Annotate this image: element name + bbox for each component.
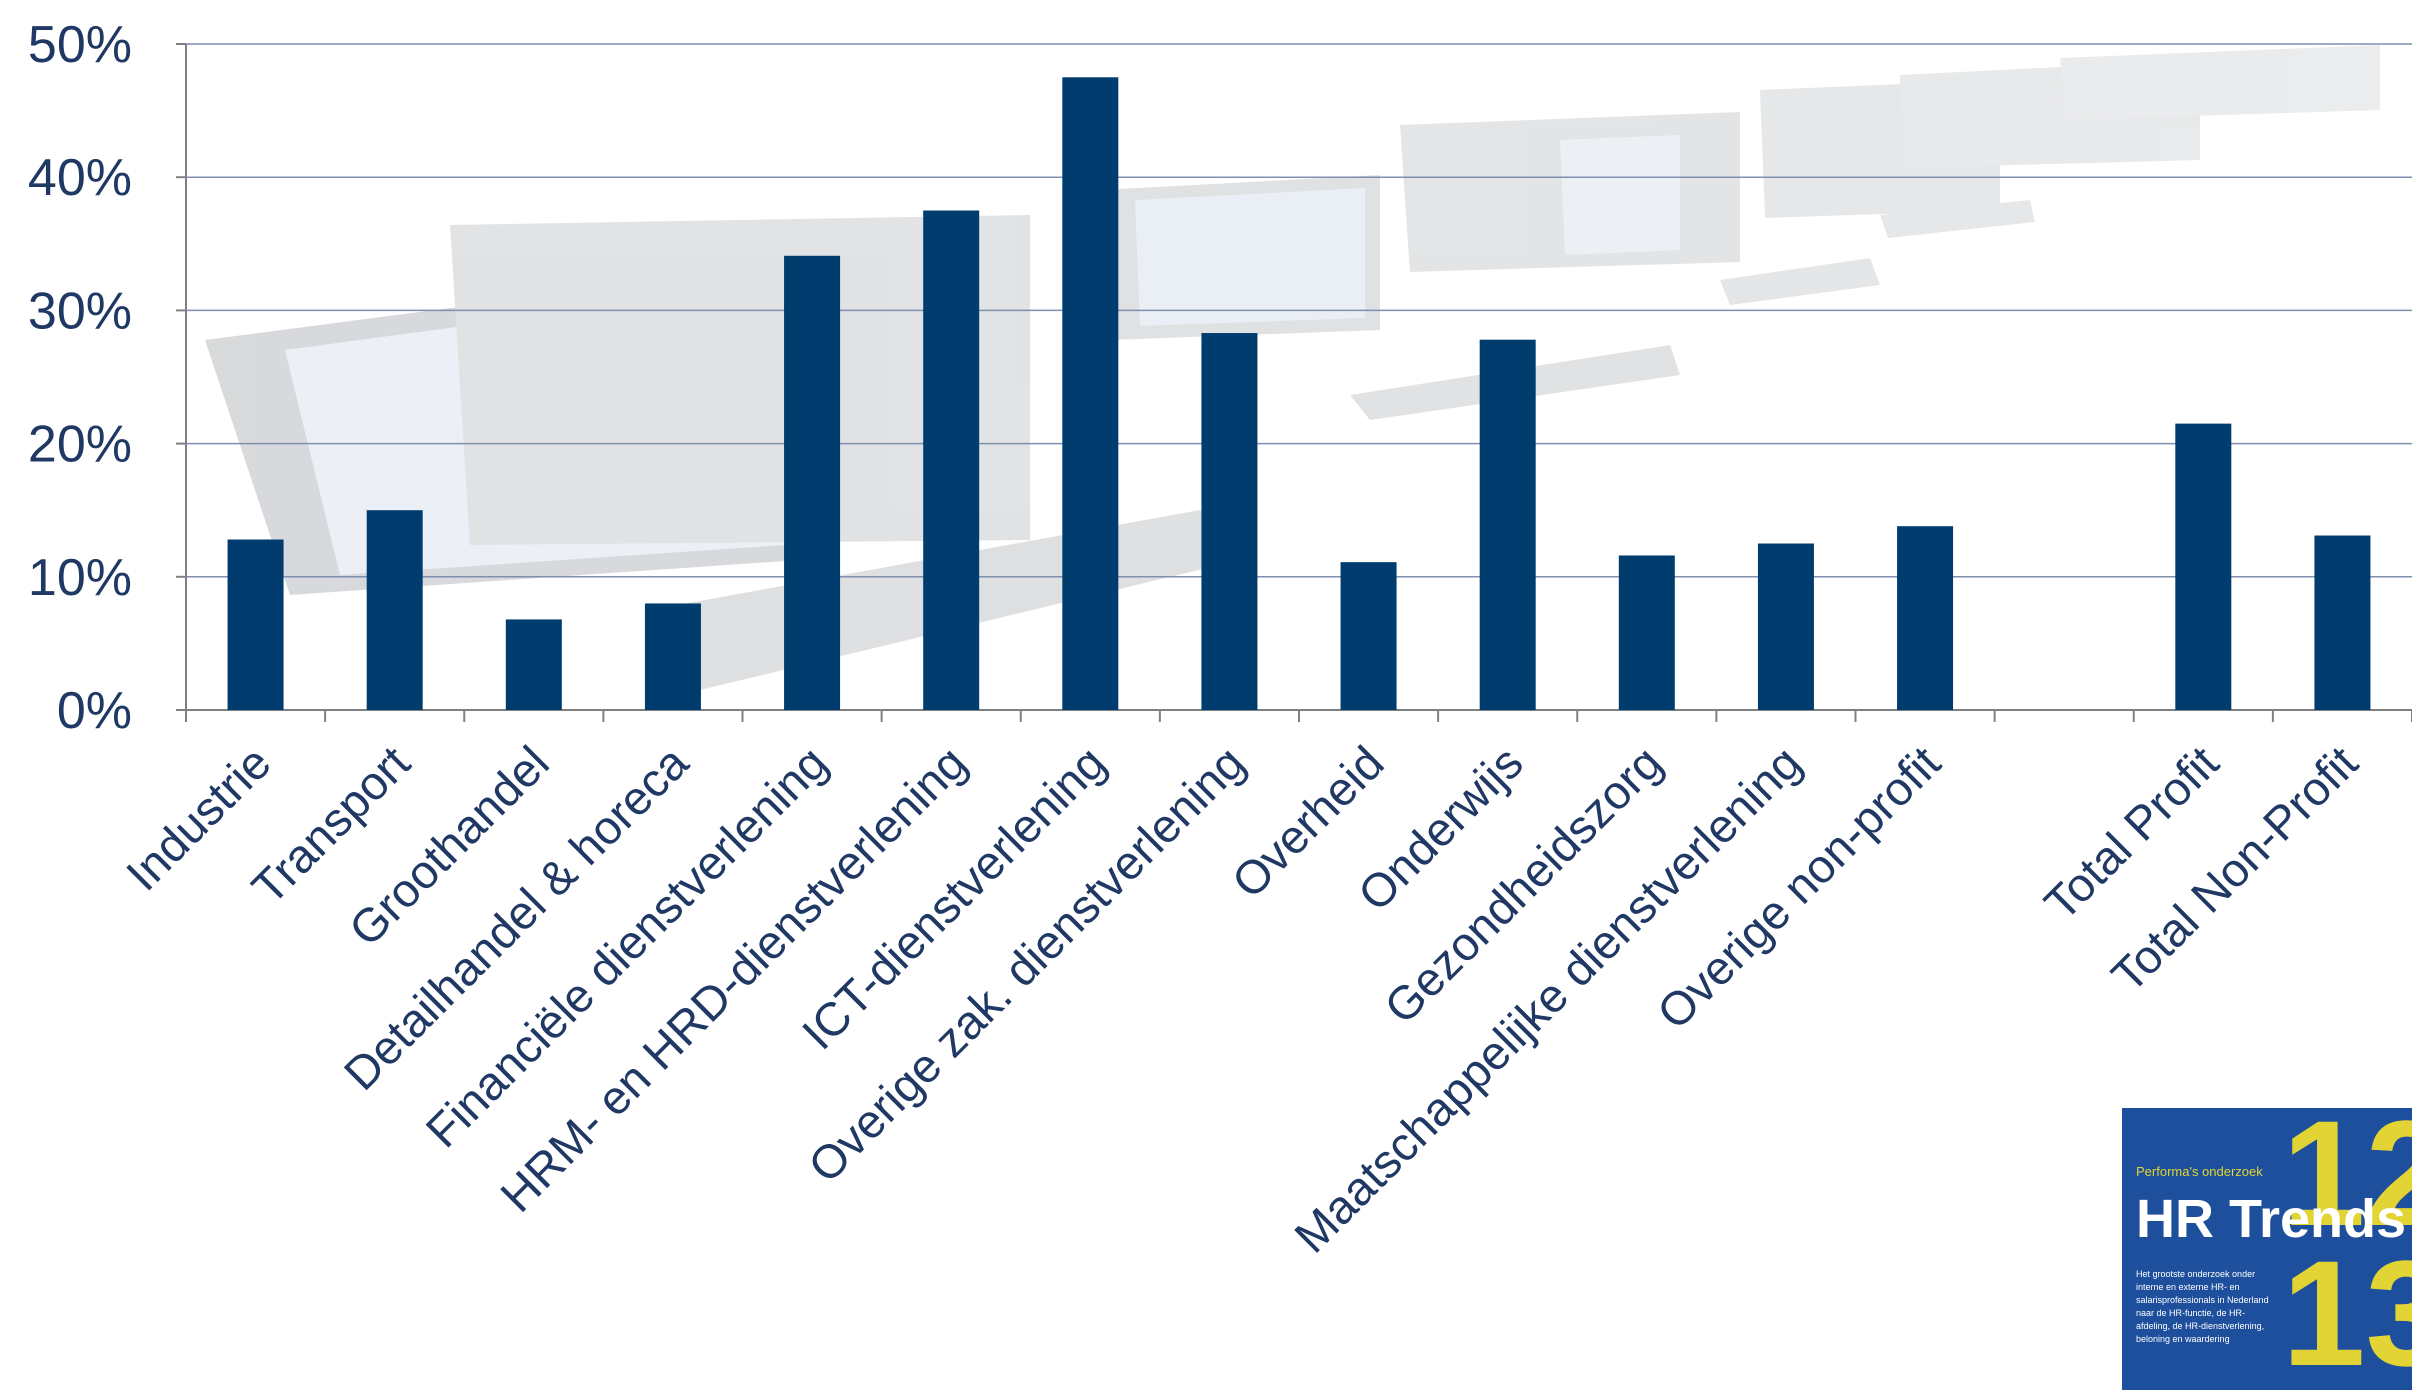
bar [1618, 555, 1675, 710]
report-cover-thumbnail: 12 13 Performa's onderzoek HR Trends Het… [2122, 1108, 2412, 1390]
background-computers-illustration [205, 45, 2380, 690]
bar [644, 603, 701, 710]
bar [1757, 543, 1814, 710]
bar [1897, 526, 1954, 710]
bar [2314, 535, 2371, 710]
bar [227, 539, 284, 710]
bar [923, 210, 980, 710]
cover-year-top: 12 [2282, 1108, 2412, 1257]
bar [2175, 423, 2232, 710]
y-tick-label: 30% [28, 282, 132, 340]
cover-year-bottom: 13 [2282, 1229, 2412, 1390]
bar [505, 619, 562, 710]
bar [366, 510, 423, 710]
x-category-label: Maatschappelijke dienstverlening [1284, 736, 1811, 1263]
y-tick-label: 40% [28, 149, 132, 207]
y-tick-label: 20% [28, 416, 132, 474]
y-tick-label: 10% [28, 549, 132, 607]
bar [1062, 77, 1119, 711]
cover-kicker: Performa's onderzoek [2136, 1164, 2263, 1179]
y-tick-label: 0% [57, 682, 132, 740]
bar [1340, 562, 1397, 710]
y-tick-label: 50% [28, 16, 132, 74]
cover-blurb: Het grootste onderzoek onder interne en … [2136, 1269, 2269, 1344]
x-category-label: Total Non-Profit [2101, 736, 2368, 1003]
bar [1479, 339, 1536, 710]
cover-title: HR Trends [2136, 1189, 2407, 1249]
bar [784, 255, 841, 710]
bar [1201, 333, 1258, 710]
